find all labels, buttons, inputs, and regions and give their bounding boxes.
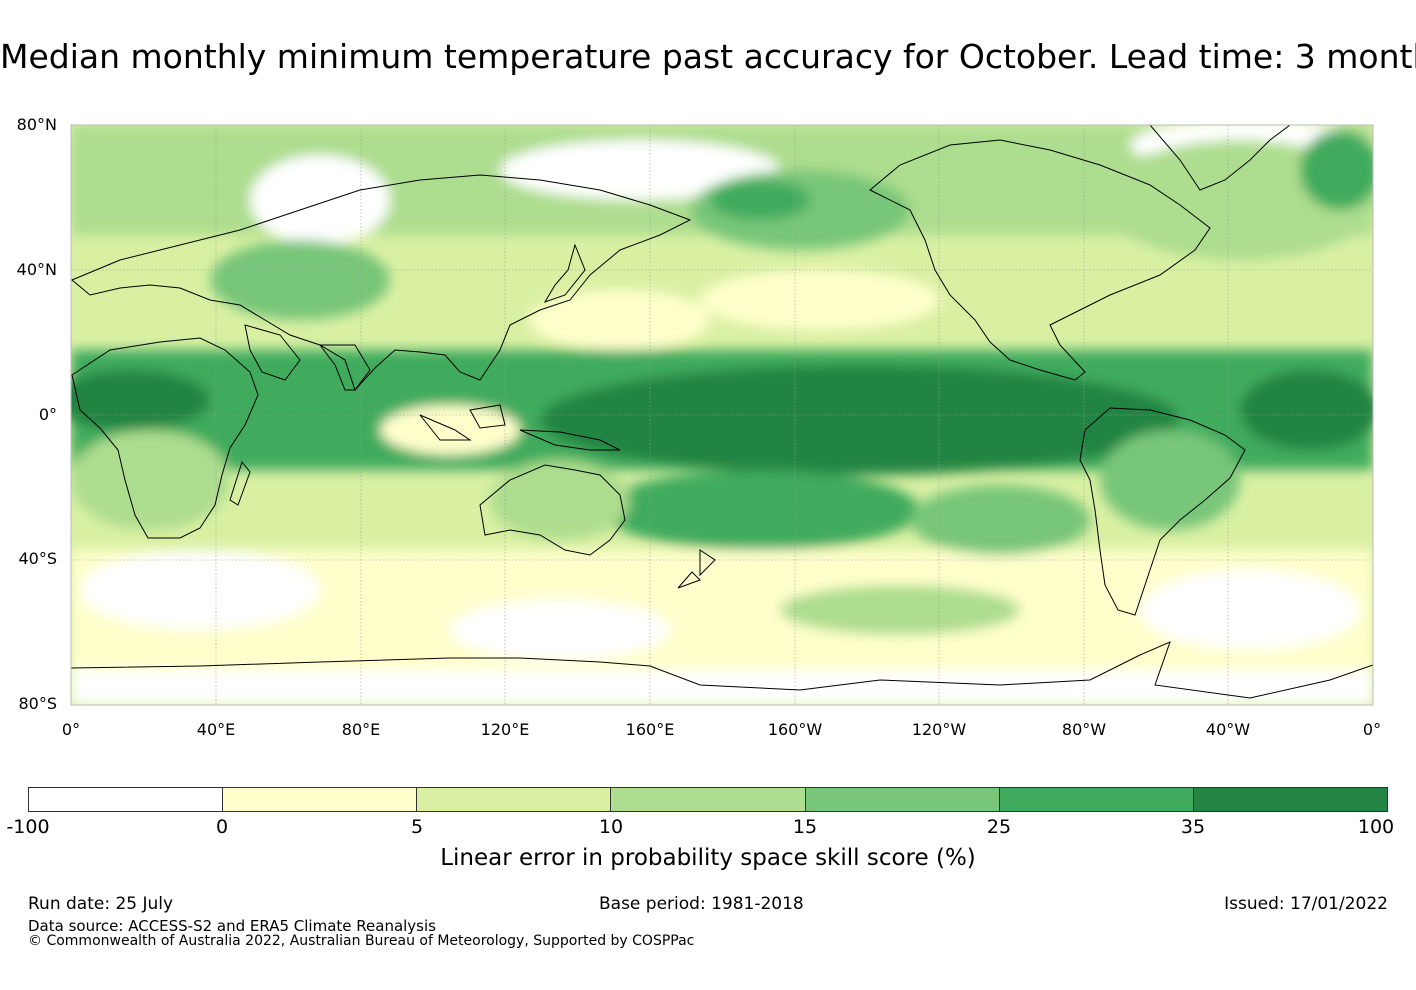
colorbar-label: Linear error in probability space skill … xyxy=(440,845,976,871)
colorbar-tick: -100 xyxy=(6,816,50,838)
colorbar-segment xyxy=(223,788,418,811)
colorbar xyxy=(28,787,1388,812)
colorbar-tick: 25 xyxy=(986,816,1012,838)
lon-label-80e: 80°E xyxy=(341,720,381,739)
lat-label-0: 0° xyxy=(38,405,57,424)
lon-label-120e: 120°E xyxy=(480,720,530,739)
map-canvas xyxy=(70,124,1374,706)
lon-label-40w: 40°W xyxy=(1205,720,1251,739)
copyright: © Commonwealth of Australia 2022, Austra… xyxy=(28,933,695,949)
colorbar-segment xyxy=(805,788,1000,811)
skill-field xyxy=(71,125,1373,705)
coastlines xyxy=(71,125,1373,699)
run-date: Run date: 25 July xyxy=(28,894,174,914)
lat-label-80s: 80°S xyxy=(18,694,57,713)
lon-label-0-right: 0° xyxy=(1362,720,1382,739)
base-period: Base period: 1981-2018 xyxy=(599,894,804,914)
colorbar-segment xyxy=(1193,788,1387,811)
lon-label-40e: 40°E xyxy=(196,720,236,739)
colorbar-tick: 100 xyxy=(1357,816,1395,838)
lon-label-160w: 160°W xyxy=(767,720,823,739)
lat-label-80n: 80°N xyxy=(16,115,57,134)
colorbar-tick: 0 xyxy=(215,816,229,838)
lon-label-120w: 120°W xyxy=(911,720,967,739)
colorbar-tick: 10 xyxy=(598,816,624,838)
colorbar-segment xyxy=(611,788,806,811)
colorbar-tick: 35 xyxy=(1180,816,1206,838)
lon-label-0-left: 0° xyxy=(61,720,81,739)
colorbar-segment xyxy=(417,788,612,811)
graticule xyxy=(71,125,1373,705)
lon-label-160e: 160°E xyxy=(625,720,675,739)
data-source: Data source: ACCESS-S2 and ERA5 Climate … xyxy=(28,917,436,935)
lon-label-80w: 80°W xyxy=(1061,720,1107,739)
issued-date: Issued: 17/01/2022 xyxy=(1224,894,1388,914)
skill-score-map: 80°N 40°N 0° 40°S 80°S 0° 40°E 80°E 120°… xyxy=(0,110,1416,750)
colorbar-tick: 5 xyxy=(410,816,424,838)
map-title: Median monthly minimum temperature past … xyxy=(0,37,1416,76)
lat-label-40s: 40°S xyxy=(18,549,57,568)
colorbar-segment xyxy=(999,788,1194,811)
map-frame xyxy=(70,124,1374,706)
lat-label-40n: 40°N xyxy=(16,260,57,279)
colorbar-tick: 15 xyxy=(792,816,818,838)
colorbar-segment xyxy=(29,788,224,811)
